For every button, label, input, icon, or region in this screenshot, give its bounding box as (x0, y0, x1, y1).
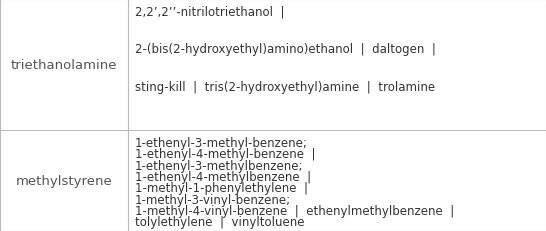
Text: 1-methyl-1-phenylethylene  |: 1-methyl-1-phenylethylene | (135, 181, 308, 194)
Text: 1-methyl-3-vinyl-benzene;: 1-methyl-3-vinyl-benzene; (135, 193, 291, 206)
Text: methylstyrene: methylstyrene (16, 174, 112, 187)
Text: 1-ethenyl-3-methyl-benzene;: 1-ethenyl-3-methyl-benzene; (135, 136, 308, 149)
Text: 1-methyl-4-vinyl-benzene  |  ethenylmethylbenzene  |: 1-methyl-4-vinyl-benzene | ethenylmethyl… (135, 204, 454, 217)
Text: 1-ethenyl-3-methylbenzene;: 1-ethenyl-3-methylbenzene; (135, 159, 304, 172)
Text: sting-kill  |  tris(2-hydroxyethyl)amine  |  trolamine: sting-kill | tris(2-hydroxyethyl)amine |… (135, 80, 435, 93)
Text: 1-ethenyl-4-methylbenzene  |: 1-ethenyl-4-methylbenzene | (135, 170, 311, 183)
Text: tolylethylene  |  vinyltoluene: tolylethylene | vinyltoluene (135, 215, 304, 228)
Text: triethanolamine: triethanolamine (11, 59, 117, 72)
Text: 1-ethenyl-4-methyl-benzene  |: 1-ethenyl-4-methyl-benzene | (135, 148, 316, 161)
Text: 2-(bis(2-hydroxyethyl)amino)ethanol  |  daltogen  |: 2-(bis(2-hydroxyethyl)amino)ethanol | da… (135, 43, 436, 56)
Text: 2,2’,2’’-nitrilotriethanol  |: 2,2’,2’’-nitrilotriethanol | (135, 6, 284, 19)
